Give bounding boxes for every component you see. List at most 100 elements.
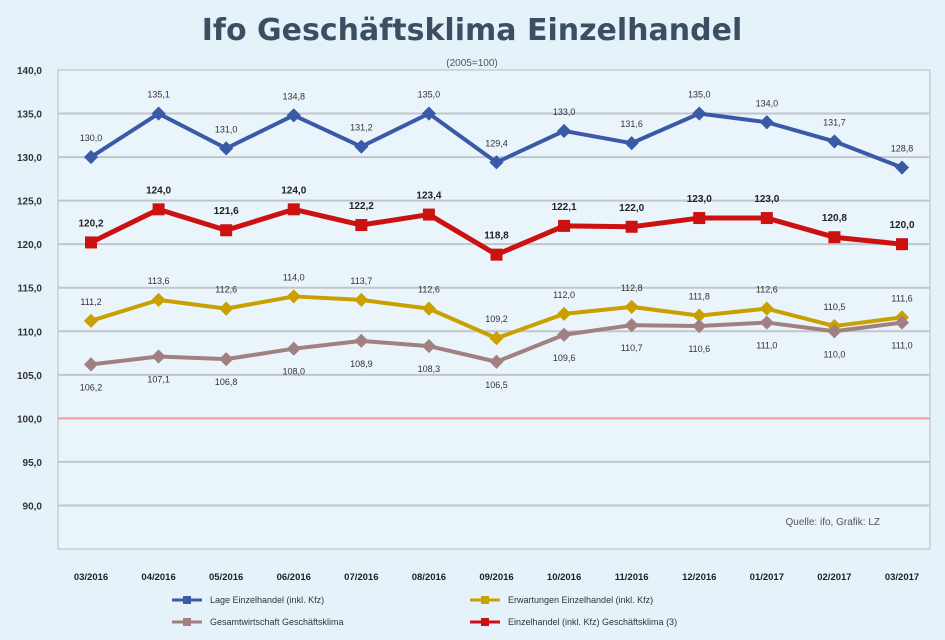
legend-item: Erwartungen Einzelhandel (inkl. Kfz)	[470, 595, 653, 605]
data-point	[894, 160, 910, 175]
data-label: 122,1	[552, 202, 577, 213]
data-point	[557, 123, 572, 139]
data-point	[827, 324, 842, 339]
data-point	[557, 327, 572, 342]
data-point	[827, 134, 842, 149]
data-point	[286, 108, 301, 123]
chart-title: Ifo Geschäftsklima Einzelhandel	[202, 13, 742, 48]
data-label: 130,0	[80, 133, 103, 143]
x-tick-label: 01/2017	[750, 572, 784, 583]
y-tick-label: 110,0	[18, 327, 43, 338]
data-label: 123,4	[416, 191, 441, 202]
data-point	[490, 248, 503, 261]
data-point	[354, 292, 369, 307]
data-point	[624, 299, 639, 314]
data-label: 128,8	[891, 144, 914, 154]
series-0: 130,0 135,1 131,0 134,8 131,2 135,0 129,4 133,0…	[80, 90, 914, 175]
series-group: 130,0 135,1 131,0 134,8 131,2 135,0 129,4 133,0…	[78, 90, 914, 393]
data-label: 135,0	[418, 90, 441, 100]
data-label: 112,6	[215, 285, 237, 295]
data-point	[558, 219, 571, 232]
data-label: 112,6	[756, 285, 778, 295]
data-point	[489, 331, 504, 346]
data-label: 124,0	[146, 185, 171, 196]
data-label: 109,6	[553, 353, 576, 363]
y-tick-label: 125,0	[17, 197, 42, 208]
legend-marker	[183, 618, 191, 626]
series-3: 106,2 107,1 106,8 108,0 108,9 108,3 106,5 109,6…	[80, 315, 913, 392]
data-label: 129,4	[485, 138, 508, 148]
y-tick-label: 140,0	[17, 66, 42, 77]
data-label: 113,6	[148, 276, 170, 286]
data-label: 108,0	[282, 367, 305, 377]
data-label: 108,9	[350, 359, 373, 369]
data-point	[354, 139, 369, 154]
x-tick-label: 08/2016	[412, 572, 446, 583]
data-point	[557, 306, 572, 321]
data-point	[152, 203, 165, 216]
data-point	[286, 289, 301, 304]
y-tick-label: 115,0	[18, 284, 43, 295]
legend-label: Lage Einzelhandel (inkl. Kfz)	[210, 595, 324, 605]
data-label: 131,7	[823, 117, 846, 127]
legend-marker	[183, 596, 191, 604]
data-label: 131,6	[620, 119, 643, 129]
x-axis: 03/2016 04/2016 05/2016 06/2016 07/2016 08/20…	[74, 572, 919, 583]
grid	[58, 112, 930, 507]
x-tick-label: 09/2016	[479, 572, 513, 583]
data-label: 113,7	[350, 276, 372, 286]
legend: Lage Einzelhandel (inkl. Kfz) Erwartungen…	[172, 595, 677, 627]
data-point	[83, 357, 99, 372]
data-label: 120,2	[78, 218, 103, 229]
plot-area	[57, 69, 931, 550]
y-tick-label: 90,0	[23, 501, 43, 512]
data-point	[219, 352, 234, 367]
x-tick-label: 11/2016	[615, 572, 649, 583]
x-tick-label: 10/2016	[547, 572, 581, 583]
data-label: 110,7	[621, 343, 643, 353]
data-point	[421, 339, 436, 354]
data-label: 124,0	[281, 185, 306, 196]
data-label: 110,6	[688, 344, 710, 354]
x-tick-label: 12/2016	[682, 572, 716, 583]
y-tick-label: 135,0	[17, 110, 42, 121]
data-label: 121,6	[214, 206, 239, 217]
data-label: 112,6	[418, 285, 440, 295]
x-tick-label: 03/2016	[74, 572, 108, 583]
data-point	[489, 354, 504, 369]
data-label: 135,0	[688, 90, 711, 100]
data-point	[692, 308, 707, 323]
legend-item: Gesamtwirtschaft Geschäftsklima	[172, 617, 344, 627]
series-2: 111,2 113,6 112,6 114,0 113,7 112,6 109,2 112,0…	[80, 272, 913, 346]
data-label: 110,5	[823, 302, 845, 312]
data-point	[151, 349, 166, 364]
data-label: 133,0	[553, 107, 576, 117]
legend-label: Einzelhandel (inkl. Kfz) Geschäftsklima …	[508, 617, 677, 627]
data-point	[759, 115, 774, 130]
y-tick-label: 100,0	[17, 414, 42, 425]
x-tick-label: 05/2016	[209, 572, 243, 583]
data-label: 111,8	[689, 292, 710, 302]
data-label: 134,8	[282, 91, 305, 101]
data-label: 122,0	[619, 203, 644, 214]
source-note: Quelle: ifo, Grafik: LZ	[786, 517, 880, 528]
data-label: 122,2	[349, 201, 374, 212]
data-point	[760, 212, 773, 225]
data-label: 108,3	[418, 364, 441, 374]
x-tick-label: 06/2016	[277, 572, 311, 583]
data-label: 106,2	[80, 382, 103, 392]
data-point	[759, 315, 774, 330]
data-point	[354, 333, 369, 348]
data-point	[422, 208, 435, 221]
legend-marker	[481, 618, 489, 626]
data-label: 120,8	[822, 213, 847, 224]
data-point	[624, 318, 639, 333]
data-point	[624, 136, 639, 151]
data-label: 111,2	[80, 297, 101, 307]
data-label: 106,5	[485, 380, 508, 390]
y-tick-label: 130,0	[17, 153, 42, 164]
data-point	[219, 301, 234, 316]
legend-label: Erwartungen Einzelhandel (inkl. Kfz)	[508, 595, 653, 605]
data-label: 123,0	[754, 194, 779, 205]
data-label: 135,1	[147, 90, 170, 100]
